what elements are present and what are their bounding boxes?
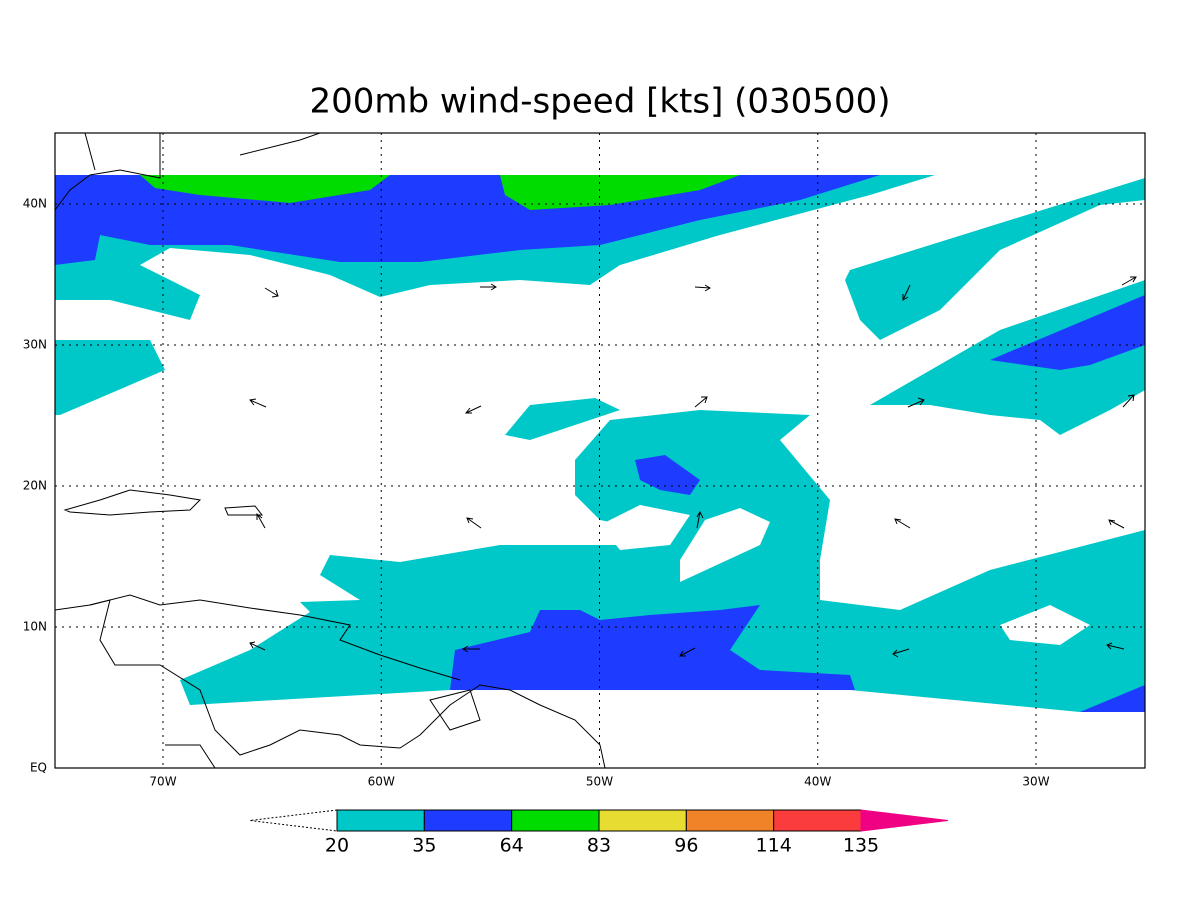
shade [505, 398, 620, 440]
shade [1000, 605, 1090, 645]
lat-label: EQ [30, 761, 47, 775]
lon-label: 60W [368, 775, 395, 789]
lon-label: 30W [1022, 775, 1049, 789]
wind-arrow [1121, 276, 1137, 286]
lat-label: 30N [23, 338, 47, 352]
wind-arrow [466, 517, 482, 529]
colorbar-label: 64 [500, 835, 524, 857]
map-frame [54, 132, 1146, 769]
lat-label: 40N [23, 197, 47, 211]
coastline [89, 594, 461, 681]
wind-arrow [902, 284, 911, 301]
shade [500, 175, 740, 210]
colorbar-box [423, 809, 513, 832]
wind-arrow [264, 287, 279, 298]
title: 200mb wind-speed [kts] (030500) [310, 82, 891, 122]
wind-vectors [249, 276, 1137, 658]
wind-arrow [249, 398, 267, 408]
wind-arrow [894, 518, 911, 529]
wind-arrow [1122, 394, 1135, 408]
wind-arrow [679, 647, 696, 657]
coastline [63, 489, 202, 516]
wind-arrow [462, 645, 480, 653]
coastline [224, 505, 264, 516]
colorbar: 20 35 64 83 96 114 135 [249, 809, 949, 857]
colorbar-box [773, 809, 862, 832]
wind-arrow [480, 283, 497, 291]
axis-labels: 70W 60W 50W 40W 30W EQ 10N 20N 30N 40N [23, 197, 1050, 789]
grid [55, 133, 1145, 768]
colorbar-over [860, 809, 949, 832]
colorbar-label: 35 [412, 835, 436, 857]
wind-arrow [907, 397, 925, 408]
lon-label: 70W [149, 775, 176, 789]
wind-arrow [694, 284, 711, 292]
shade [1080, 685, 1145, 712]
wind-arrow [696, 510, 704, 529]
lat-label: 20N [23, 479, 47, 493]
shade [55, 340, 165, 415]
shade [140, 175, 390, 203]
colorbar-label: 83 [587, 835, 611, 857]
colorbar-label: 114 [756, 835, 792, 857]
shade [600, 505, 690, 550]
lat-label: 10N [23, 620, 47, 634]
colorbar-label: 135 [843, 835, 879, 857]
shade [635, 455, 700, 495]
shade [990, 295, 1145, 370]
wind-arrow [464, 405, 482, 414]
colorbar-box [598, 809, 687, 832]
map [55, 133, 1145, 768]
colorbar-box [336, 809, 425, 832]
wind-arrow [694, 396, 708, 408]
shade [680, 508, 770, 582]
wind-arrow [256, 512, 266, 529]
colorbar-label: 96 [674, 835, 698, 857]
wind-arrow [1106, 642, 1125, 650]
colorbar-box [511, 809, 600, 832]
coastline [55, 599, 606, 768]
wind-arrow [892, 648, 910, 658]
shade [845, 178, 1145, 340]
colorbar-label: 20 [325, 835, 349, 857]
coastline [165, 689, 481, 768]
wind-arrow [1108, 519, 1125, 529]
wind-arrow [249, 641, 266, 651]
coastline [55, 133, 321, 211]
lon-label: 40W [804, 775, 831, 789]
lon-label: 50W [586, 775, 613, 789]
shade [180, 410, 1145, 712]
shade [450, 605, 855, 690]
colorbar-box [685, 809, 775, 832]
